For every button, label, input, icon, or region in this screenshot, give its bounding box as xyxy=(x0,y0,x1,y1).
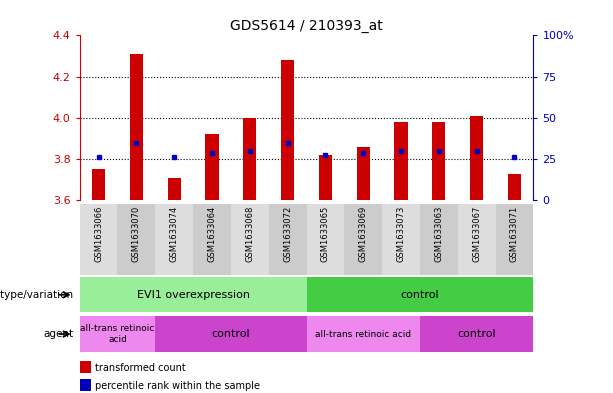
Bar xyxy=(345,204,382,275)
Text: control: control xyxy=(457,329,496,339)
Text: GSM1633072: GSM1633072 xyxy=(283,206,292,262)
Bar xyxy=(80,277,306,312)
Bar xyxy=(508,174,521,200)
Bar xyxy=(281,60,294,200)
Bar xyxy=(470,116,483,200)
Bar xyxy=(319,155,332,200)
Text: GSM1633070: GSM1633070 xyxy=(132,206,141,262)
Text: all-trans retinoic acid: all-trans retinoic acid xyxy=(315,330,411,338)
Text: GSM1633069: GSM1633069 xyxy=(359,206,368,262)
Bar xyxy=(432,122,446,200)
Bar xyxy=(130,54,143,200)
Text: GSM1633065: GSM1633065 xyxy=(321,206,330,262)
Text: EVI1 overexpression: EVI1 overexpression xyxy=(137,290,249,300)
Text: GSM1633064: GSM1633064 xyxy=(207,206,216,262)
Bar xyxy=(80,316,155,352)
Bar xyxy=(420,316,533,352)
Bar xyxy=(382,204,420,275)
Bar xyxy=(306,316,420,352)
Bar xyxy=(205,134,219,200)
Bar xyxy=(357,147,370,200)
Bar xyxy=(306,204,345,275)
Bar xyxy=(155,204,193,275)
Text: genotype/variation: genotype/variation xyxy=(0,290,74,300)
Text: agent: agent xyxy=(44,329,74,339)
Text: GSM1633074: GSM1633074 xyxy=(170,206,179,262)
Text: GSM1633066: GSM1633066 xyxy=(94,206,103,262)
Bar xyxy=(268,204,306,275)
Text: control: control xyxy=(211,329,250,339)
Bar xyxy=(118,204,155,275)
Bar xyxy=(394,122,408,200)
Bar xyxy=(306,277,533,312)
Bar xyxy=(92,169,105,200)
Bar xyxy=(155,316,306,352)
Bar xyxy=(420,204,458,275)
Text: GSM1633063: GSM1633063 xyxy=(434,206,443,262)
Text: GSM1633067: GSM1633067 xyxy=(472,206,481,262)
Text: percentile rank within the sample: percentile rank within the sample xyxy=(95,381,260,391)
Bar xyxy=(231,204,268,275)
Bar xyxy=(243,118,256,200)
Text: GSM1633071: GSM1633071 xyxy=(510,206,519,262)
Text: transformed count: transformed count xyxy=(95,363,186,373)
Text: all-trans retinoic
acid: all-trans retinoic acid xyxy=(80,324,154,344)
Bar xyxy=(193,204,231,275)
Text: GSM1633068: GSM1633068 xyxy=(245,206,254,262)
Title: GDS5614 / 210393_at: GDS5614 / 210393_at xyxy=(230,19,383,33)
Bar xyxy=(80,204,118,275)
Text: GSM1633073: GSM1633073 xyxy=(397,206,406,262)
Bar xyxy=(495,204,533,275)
Bar xyxy=(167,178,181,200)
Bar xyxy=(458,204,495,275)
Text: control: control xyxy=(400,290,440,300)
